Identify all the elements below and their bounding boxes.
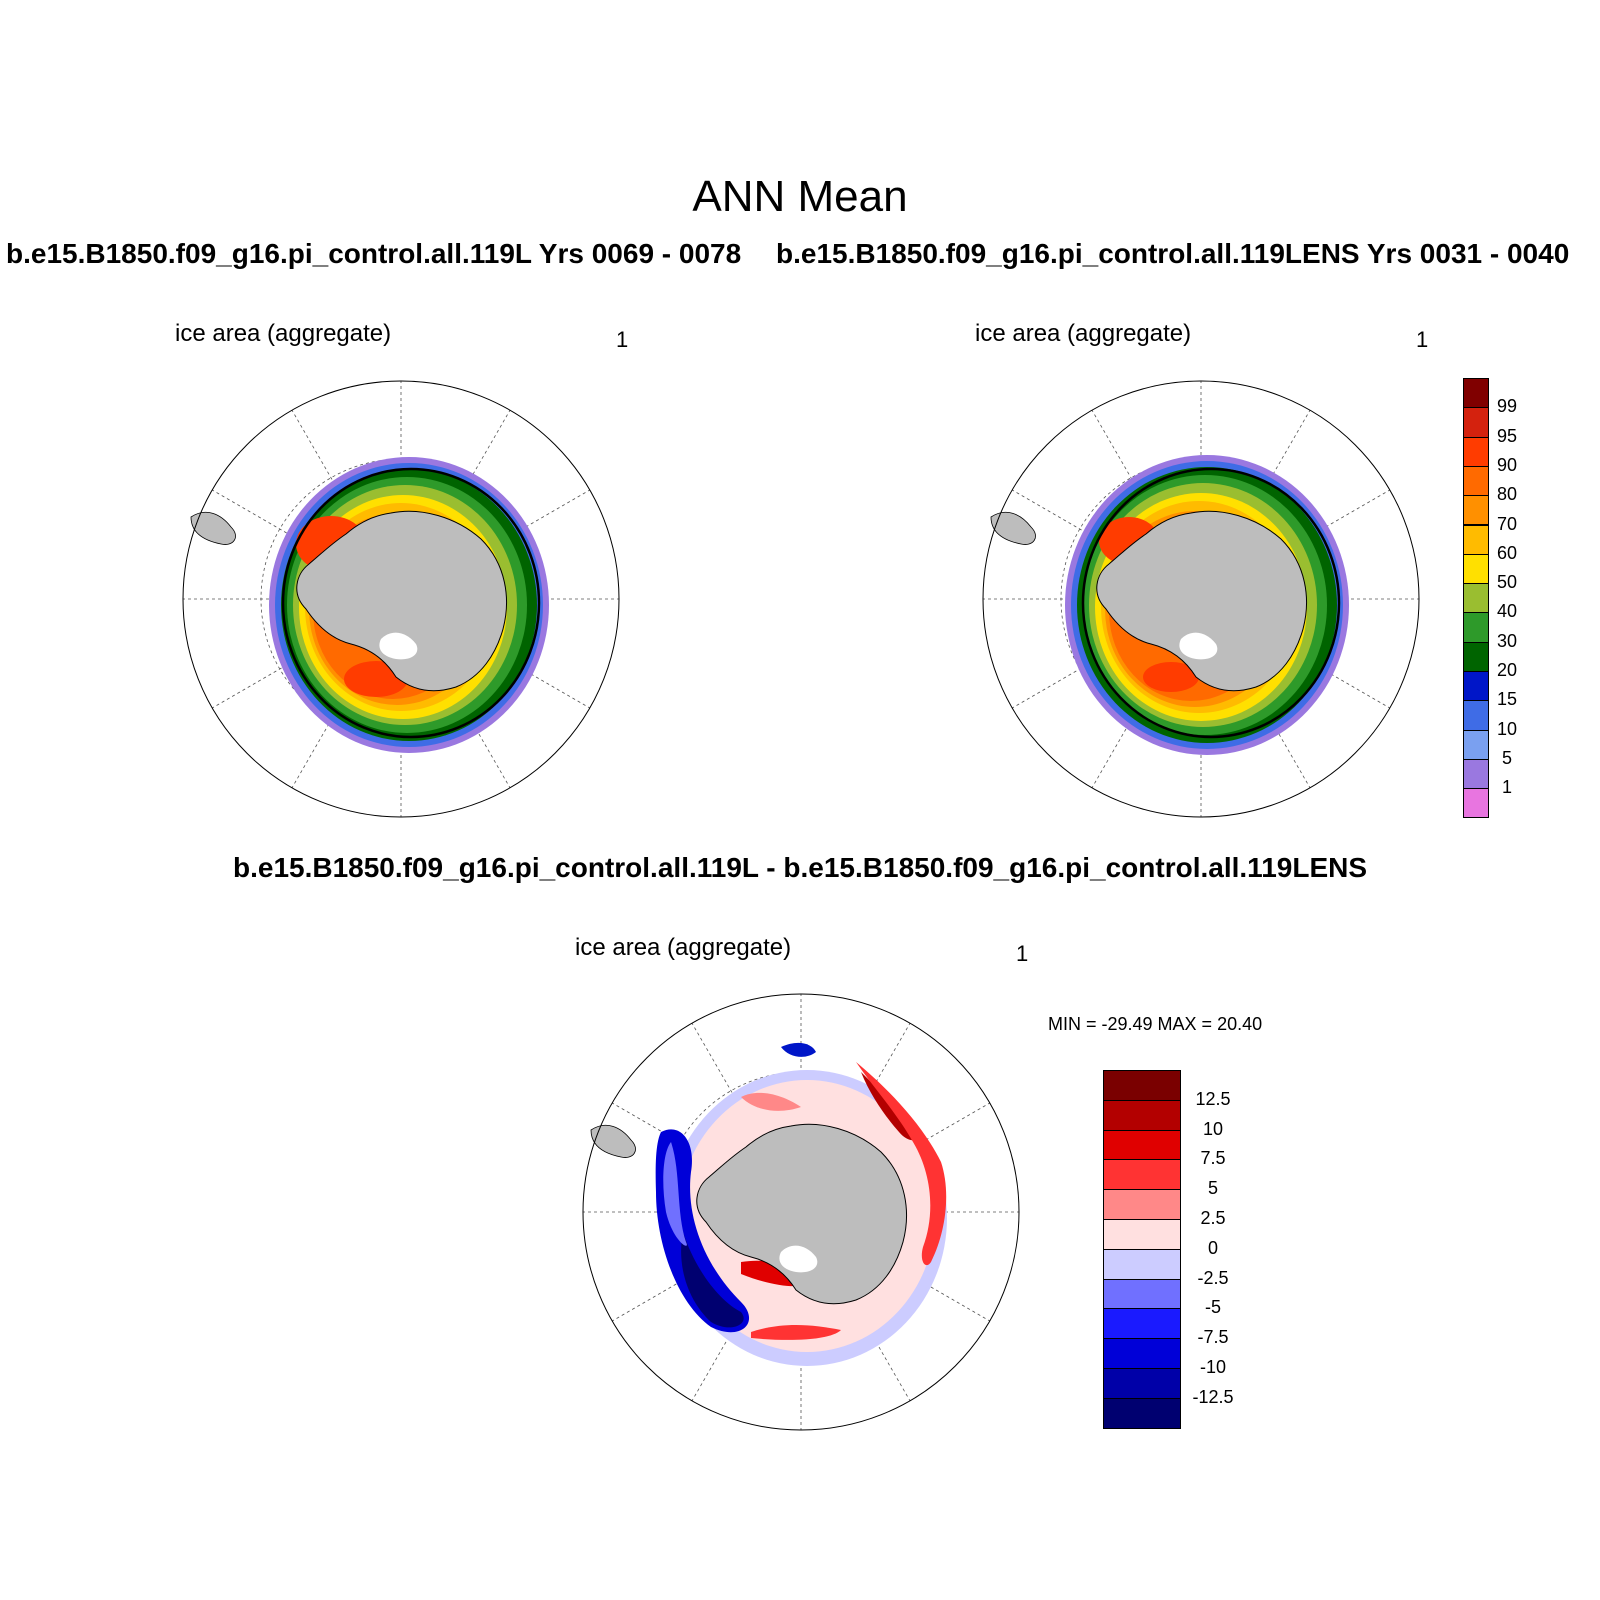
observed-ice-edge-contour <box>281 467 541 739</box>
panel-2-units: 1 <box>1416 327 1429 352</box>
colorbar-label: 20 <box>1496 660 1518 680</box>
map-boundary <box>582 993 1020 1431</box>
antarctica-land <box>696 1123 908 1305</box>
colorbar-label: 5 <box>1207 1178 1218 1199</box>
difference-polar-map <box>582 993 1020 1431</box>
colorbar-label: 10 <box>1496 718 1518 739</box>
colorbar-box <box>1103 1248 1181 1280</box>
panel-2-variable-label: ice area (aggregate) <box>975 320 1192 347</box>
colorbar-box <box>1103 1099 1181 1131</box>
map-boundary <box>982 380 1420 818</box>
colorbar-label: 2.5 <box>1200 1208 1226 1228</box>
colorbar-label: -12.5 <box>1192 1386 1234 1407</box>
colorbar-box <box>1463 436 1489 467</box>
difference-panel-title: b.e15.B1850.f09_g16.pi_control.all.119L … <box>232 852 1368 883</box>
colorbar-difference: 12.5 10 7.5 5 2.5 0 -2.5 -5 -7.5 -10 -12.5 <box>1103 1070 1243 1430</box>
panel-1-polar-map <box>182 380 620 818</box>
colorbar-box <box>1463 407 1489 438</box>
colorbar-box <box>1103 1368 1181 1399</box>
colorbar-label: 10 <box>1202 1118 1224 1139</box>
colorbar-label: 0 <box>1207 1237 1218 1258</box>
colorbar-label: 5 <box>1501 747 1512 768</box>
colorbar-box <box>1103 1397 1181 1429</box>
min-max-label: MIN = -29.49 MAX = 20.40 <box>1048 1014 1263 1034</box>
colorbar-box <box>1463 788 1489 819</box>
panel-2-polar-map <box>982 380 1420 818</box>
panel-1-case-title: b.e15.B1850.f09_g16.pi_control.all.119L … <box>6 238 742 269</box>
ross-ice-shelf <box>379 632 418 660</box>
colorbar-label: 15 <box>1496 689 1518 710</box>
colorbar-box <box>1103 1070 1181 1101</box>
south-america-land <box>990 511 1036 545</box>
colorbar-label: 60 <box>1496 542 1518 563</box>
map-boundary <box>182 380 620 818</box>
colorbar-box <box>1103 1278 1181 1310</box>
south-america-land <box>590 1124 636 1158</box>
ross-ice-shelf <box>1179 632 1218 660</box>
colorbar-label: 12.5 <box>1195 1088 1231 1109</box>
colorbar-box <box>1103 1308 1181 1340</box>
antarctica-land <box>1096 510 1308 692</box>
page-title: ANN Mean <box>692 172 908 221</box>
colorbar-box <box>1103 1219 1181 1250</box>
south-america-land <box>190 511 236 545</box>
observed-ice-edge-contour <box>1081 467 1341 739</box>
antarctica-land <box>296 510 508 692</box>
colorbar-box <box>1463 378 1489 409</box>
colorbar-label: -2.5 <box>1197 1267 1229 1288</box>
colorbar-label: 95 <box>1496 425 1518 446</box>
colorbar-label: -7.5 <box>1197 1327 1229 1348</box>
colorbar-label: 80 <box>1496 484 1518 505</box>
colorbar-box <box>1103 1129 1181 1161</box>
panel-2-case-title: b.e15.B1850.f09_g16.pi_control.all.119LE… <box>776 238 1570 269</box>
colorbar-label: -10 <box>1199 1357 1226 1377</box>
colorbar-box <box>1463 758 1489 790</box>
colorbar-label: 30 <box>1496 630 1518 651</box>
panel-1-units: 1 <box>616 327 629 352</box>
colorbar-label: 40 <box>1496 601 1518 622</box>
difference-panel-units: 1 <box>1016 941 1029 966</box>
colorbar-box <box>1103 1338 1181 1369</box>
colorbar-box <box>1103 1159 1181 1191</box>
colorbar-label: 90 <box>1496 454 1518 475</box>
panel-1-variable-label: ice area (aggregate) <box>175 320 392 347</box>
colorbar-label: 1 <box>1501 777 1512 798</box>
colorbar-label: 99 <box>1496 396 1518 417</box>
colorbar-box <box>1103 1189 1181 1220</box>
colorbar-label: 7.5 <box>1200 1148 1226 1169</box>
colorbar-label: 70 <box>1496 513 1518 534</box>
colorbar-label: 50 <box>1496 572 1518 593</box>
colorbar-ice-area: 99 95 90 80 70 60 50 40 30 20 15 10 5 1 <box>1463 378 1543 819</box>
difference-panel-variable-label: ice area (aggregate) <box>575 934 792 961</box>
ross-ice-shelf <box>779 1245 818 1273</box>
colorbar-label: -5 <box>1204 1297 1221 1318</box>
colorbar-box <box>1463 671 1489 702</box>
